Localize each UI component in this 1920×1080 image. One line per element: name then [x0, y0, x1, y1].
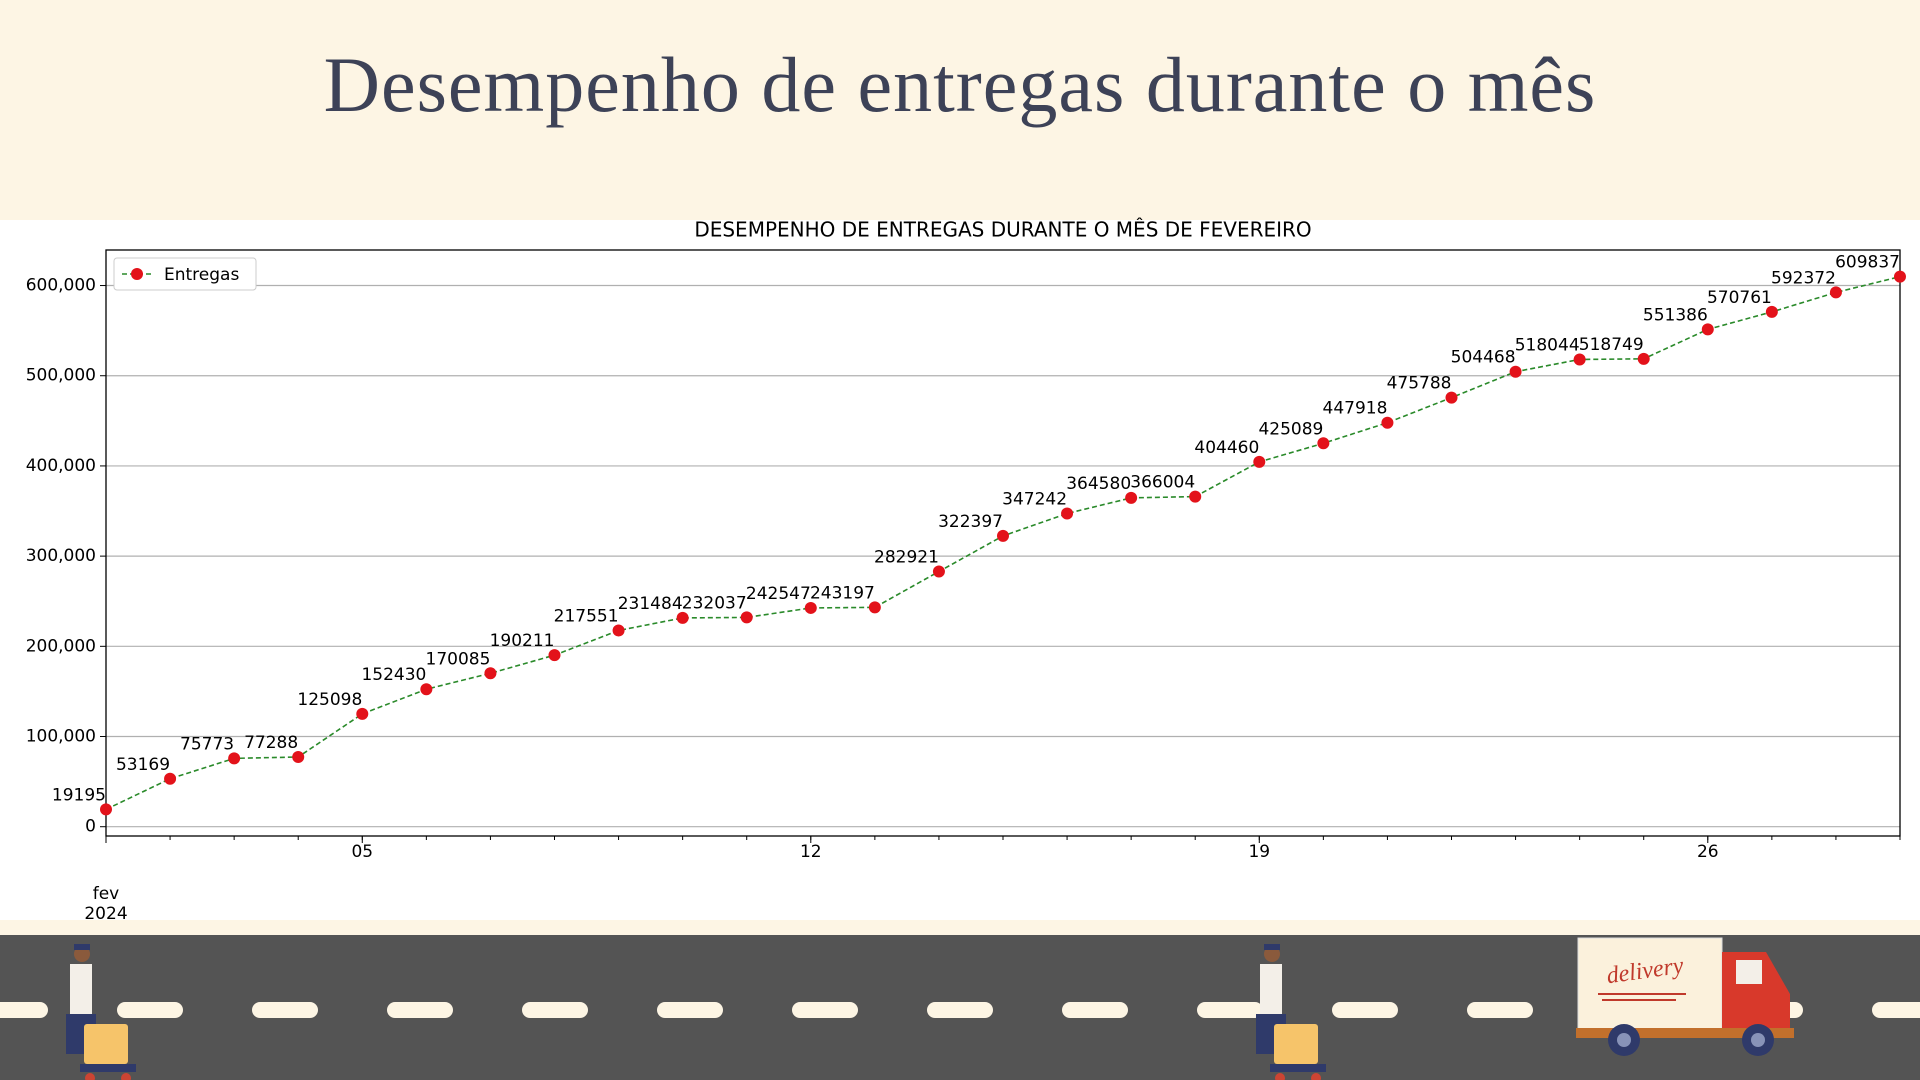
data-label: 592372 — [1771, 268, 1836, 288]
marker — [1253, 455, 1266, 468]
y-tick-label: 500,000 — [26, 366, 96, 386]
marker — [100, 803, 112, 816]
data-label: 190211 — [490, 631, 555, 651]
data-label: 609837 — [1835, 253, 1900, 273]
marker — [164, 772, 177, 785]
marker — [1061, 507, 1074, 520]
x-tick-label: 19 — [1248, 842, 1271, 862]
y-tick-label: 200,000 — [26, 636, 96, 656]
marker — [1765, 305, 1778, 318]
worker — [1256, 944, 1326, 1080]
data-label: 364580 — [1066, 474, 1131, 494]
marker — [1573, 353, 1586, 366]
x-tick-label: 05 — [351, 842, 374, 862]
marker — [228, 752, 241, 765]
data-label: 518749 — [1579, 335, 1644, 355]
marker — [1445, 391, 1458, 404]
x-tick-label: fev 2024 — [84, 884, 128, 924]
marker — [804, 601, 817, 614]
marker — [292, 750, 305, 763]
y-tick-label: 100,000 — [26, 727, 96, 747]
y-tick-label: 400,000 — [26, 456, 96, 476]
marker — [1894, 270, 1906, 283]
legend-label: Entregas — [164, 265, 239, 285]
data-label: 518044 — [1515, 335, 1580, 355]
data-label: 170085 — [426, 649, 491, 669]
data-label: 322397 — [938, 512, 1003, 532]
data-label: 504468 — [1451, 348, 1516, 368]
data-label: 125098 — [297, 690, 362, 710]
x-tick-label: 26 — [1696, 842, 1719, 862]
data-label: 232037 — [682, 593, 747, 613]
page-title: Desempenho de entregas durante o mês — [323, 41, 1597, 128]
line — [105, 275, 1901, 811]
y-tick-label: 0 — [85, 817, 96, 837]
road-banner: delivery — [0, 920, 1920, 1080]
data-label: 19195 — [52, 785, 106, 805]
marker — [740, 611, 753, 624]
marker — [612, 624, 625, 637]
data-label: 347242 — [1002, 490, 1067, 510]
legend-marker — [131, 268, 143, 280]
data-label: 53169 — [116, 755, 170, 775]
truck: delivery — [1576, 937, 1794, 1056]
y-tick-label: 600,000 — [26, 276, 96, 296]
marker — [1125, 491, 1138, 504]
marker — [997, 529, 1009, 542]
marker — [548, 649, 561, 662]
marker — [1701, 323, 1714, 336]
data-label: 570761 — [1707, 288, 1772, 308]
marker — [868, 601, 881, 614]
marker — [1637, 352, 1650, 365]
marker — [1189, 490, 1202, 503]
plot-frame — [105, 249, 1901, 837]
data-label: 231484 — [618, 594, 683, 614]
data-label: 152430 — [361, 665, 426, 685]
data-label: 475788 — [1387, 374, 1452, 394]
data-label: 242547 — [746, 584, 811, 604]
marker — [1829, 286, 1842, 299]
chart: DESEMPENHO DE ENTREGAS DURANTE O MÊS DE … — [26, 218, 1906, 843]
marker — [356, 707, 369, 720]
header: Desempenho de entregas durante o mês — [0, 0, 1920, 220]
marker — [1317, 437, 1330, 450]
marker — [1509, 365, 1522, 378]
marker — [932, 565, 945, 578]
y-tick-label: 300,000 — [26, 546, 96, 566]
data-label: 77288 — [244, 733, 298, 753]
data-label: 217551 — [554, 606, 619, 626]
data-label: 366004 — [1130, 473, 1195, 493]
data-label: 75773 — [180, 734, 234, 754]
marker — [420, 683, 433, 696]
data-label: 425089 — [1258, 419, 1323, 439]
chart-title: DESEMPENHO DE ENTREGAS DURANTE O MÊS DE … — [694, 218, 1311, 242]
marker — [1381, 416, 1394, 429]
marker — [676, 611, 689, 624]
legend-box — [113, 257, 257, 291]
data-label: 551386 — [1643, 305, 1708, 325]
worker — [66, 944, 136, 1080]
data-label: 404460 — [1194, 438, 1259, 458]
data-label: 447918 — [1323, 399, 1388, 419]
x-tick-label: 12 — [799, 842, 822, 862]
data-label: 243197 — [810, 583, 875, 603]
data-label: 282921 — [874, 548, 939, 568]
marker — [484, 667, 497, 680]
